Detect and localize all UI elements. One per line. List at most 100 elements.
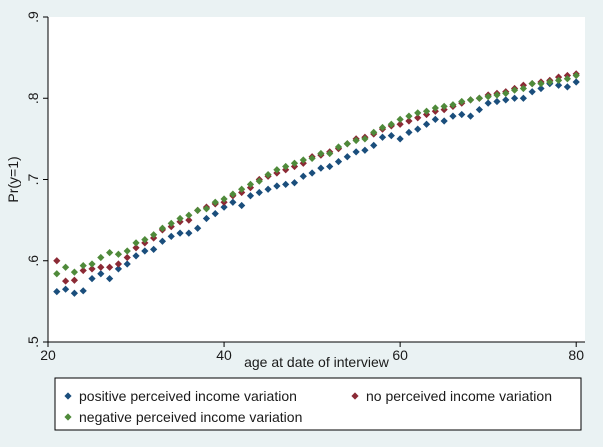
data-point <box>211 210 219 218</box>
data-point <box>238 201 246 210</box>
data-point <box>264 171 272 179</box>
x-tick-label: 20 <box>40 347 56 363</box>
data-point <box>88 275 96 283</box>
data-point <box>334 158 343 166</box>
x-tick-label: 80 <box>568 347 584 363</box>
data-point <box>493 97 501 106</box>
data-point <box>431 115 439 123</box>
data-point <box>158 224 167 232</box>
data-point <box>264 185 272 193</box>
data-point <box>123 260 131 268</box>
data-point <box>53 257 61 265</box>
data-point <box>79 287 87 295</box>
x-tick-label: 40 <box>216 347 232 363</box>
y-tick-label: .5 <box>25 336 41 348</box>
data-point <box>502 89 510 97</box>
data-point <box>334 143 343 151</box>
data-point <box>238 185 246 193</box>
data-point <box>563 75 571 83</box>
data-point <box>396 120 404 128</box>
data-point <box>528 88 536 96</box>
data-point <box>167 232 175 240</box>
data-point <box>378 133 387 141</box>
data-point <box>510 86 519 94</box>
data-point <box>211 198 219 206</box>
data-point <box>352 148 360 156</box>
data-point <box>326 162 334 171</box>
data-point <box>361 146 369 154</box>
data-point <box>378 123 387 132</box>
data-point <box>422 120 431 128</box>
x-axis-title: age at date of interview <box>244 354 390 370</box>
data-point <box>255 188 263 197</box>
data-point <box>370 128 378 136</box>
data-point <box>273 182 281 190</box>
data-point <box>475 106 483 114</box>
data-point <box>62 277 70 285</box>
data-point <box>299 156 307 164</box>
data-point <box>405 117 413 125</box>
data-point <box>150 245 158 253</box>
legend-marker-positive <box>64 392 72 400</box>
data-points <box>53 70 580 297</box>
series-negative <box>53 71 580 278</box>
data-point <box>79 262 87 270</box>
data-point <box>528 80 536 88</box>
data-point <box>422 107 431 115</box>
data-point <box>141 247 149 255</box>
data-point <box>546 78 554 86</box>
data-point <box>229 190 237 198</box>
data-point <box>176 214 184 223</box>
data-point <box>387 120 395 128</box>
data-point <box>53 288 61 296</box>
data-point <box>70 268 79 276</box>
data-point <box>414 114 422 122</box>
legend-box <box>54 377 582 431</box>
data-point <box>62 263 70 271</box>
data-point <box>132 244 140 252</box>
data-point <box>97 253 105 262</box>
data-point <box>194 224 202 232</box>
legend-label-positive: positive perceived income variation <box>79 388 297 404</box>
data-point <box>158 237 167 245</box>
data-point <box>510 94 519 102</box>
axes: 20 40 60 80 .5 .6 .7 .8 .9 <box>25 11 585 363</box>
data-point <box>414 109 422 117</box>
data-point <box>70 289 79 297</box>
data-point <box>185 211 193 219</box>
data-point <box>273 166 281 174</box>
data-point <box>431 104 439 112</box>
legend-label-no: no perceived income variation <box>366 388 552 404</box>
data-point <box>343 153 351 161</box>
legend-marker-negative <box>64 413 72 421</box>
data-point <box>202 205 211 213</box>
data-point <box>114 250 123 258</box>
data-point <box>132 252 140 260</box>
data-point <box>132 239 140 247</box>
data-point <box>387 132 395 140</box>
data-point <box>114 260 123 268</box>
legend-label-negative: negative perceived income variation <box>79 409 302 425</box>
data-point <box>343 140 351 148</box>
data-point <box>150 231 158 239</box>
data-point <box>537 80 545 88</box>
y-tick-label: .8 <box>25 92 41 104</box>
data-point <box>572 78 580 86</box>
data-point <box>194 206 202 214</box>
data-point <box>123 247 131 255</box>
data-point <box>308 169 316 177</box>
data-point <box>519 84 527 93</box>
data-point <box>246 192 255 200</box>
data-point <box>88 265 96 273</box>
data-point <box>396 115 404 123</box>
legend-item-negative: negative perceived income variation <box>64 409 302 425</box>
data-point <box>220 195 228 203</box>
plot-area <box>48 17 585 342</box>
data-point <box>414 125 422 133</box>
data-point <box>361 135 369 143</box>
y-axis-title: Pr(y=1) <box>5 156 21 202</box>
data-point <box>572 71 580 80</box>
data-point <box>106 275 114 283</box>
data-point <box>123 253 131 262</box>
